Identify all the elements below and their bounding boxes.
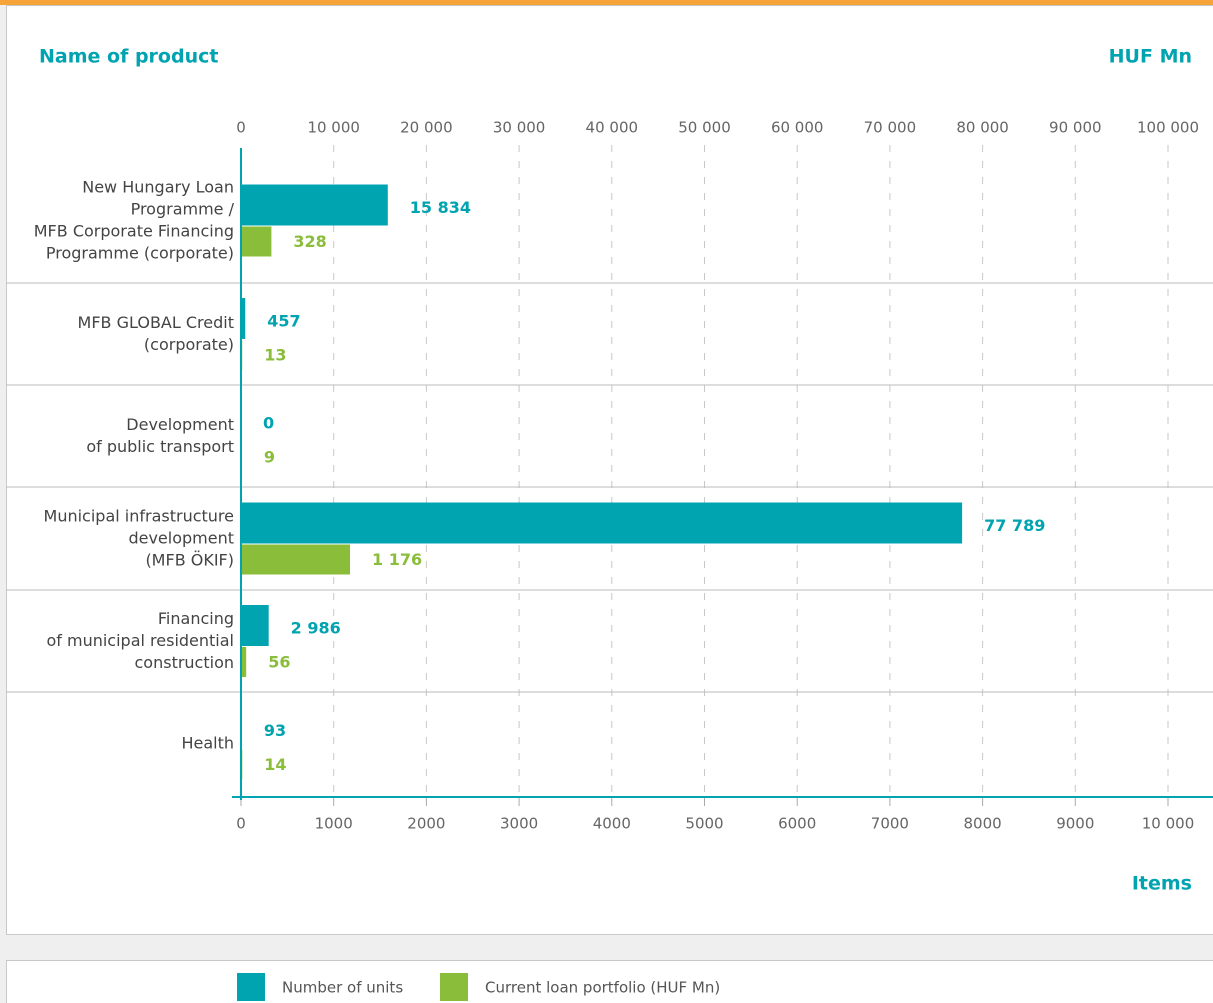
bar	[241, 544, 351, 575]
x2-tick-label: 9000	[1056, 815, 1094, 833]
x-tick-label: 70 000	[864, 119, 917, 137]
legend-swatch	[440, 973, 468, 1001]
x2-tick-label: 10 000	[1142, 815, 1195, 833]
category-line: Financing	[158, 609, 234, 628]
x-tick-label: 0	[236, 119, 246, 137]
category-label: Municipal infrastructure development (MFB …	[44, 506, 234, 569]
bar	[241, 502, 963, 544]
category-line: Development	[126, 415, 234, 434]
x2-tick-label: 6000	[778, 815, 816, 833]
x2-axis-title: Items	[1132, 873, 1192, 895]
x-tick-label: 40 000	[586, 119, 639, 137]
bar	[241, 298, 246, 339]
chart-panel	[6, 5, 1213, 935]
legend-swatch	[237, 973, 265, 1001]
x-tick-label: 60 000	[771, 119, 824, 137]
category-line: New Hungary Loan	[82, 177, 234, 196]
category-label: Financing of municipal residential constru…	[46, 609, 234, 672]
category-label: Health	[181, 733, 234, 752]
bar	[241, 184, 388, 226]
bar	[241, 226, 272, 257]
category-line: Programme (corporate)	[46, 243, 234, 262]
value-label: 56	[268, 653, 290, 672]
category-line: of municipal residential	[46, 631, 234, 650]
value-label: 9	[264, 448, 275, 467]
category-line: development	[128, 528, 234, 547]
value-label: 13	[264, 346, 286, 365]
x-tick-label: 50 000	[678, 119, 731, 137]
value-label: 77 789	[984, 516, 1045, 535]
category-line: (corporate)	[144, 335, 234, 354]
x2-tick-label: 7000	[871, 815, 909, 833]
top-border	[0, 0, 1213, 5]
value-label: 14	[264, 755, 286, 774]
value-label: 457	[267, 312, 300, 331]
x2-tick-label: 5000	[685, 815, 723, 833]
value-label: 328	[293, 232, 326, 251]
category-line: (MFB ÖKIF)	[145, 550, 234, 569]
value-label: 15 834	[410, 198, 471, 217]
category-label: New Hungary Loan Programme / MFB Corporate…	[34, 177, 235, 262]
value-label: 93	[264, 721, 286, 740]
category-line: MFB Corporate Financing	[34, 221, 234, 240]
x-tick-label: 90 000	[1049, 119, 1102, 137]
category-line: of public transport	[86, 437, 234, 456]
category-line: Health	[181, 733, 234, 752]
value-label: 2 986	[291, 619, 341, 638]
value-label: 1 176	[372, 550, 422, 569]
category-line: Municipal infrastructure	[44, 506, 234, 525]
category-label: Development of public transport	[86, 415, 234, 456]
x2-tick-label: 3000	[500, 815, 538, 833]
x2-tick-label: 2000	[407, 815, 445, 833]
x2-tick-label: 1000	[315, 815, 353, 833]
legend-label: Current loan portfolio (HUF Mn)	[485, 979, 720, 997]
value-label: 0	[263, 414, 274, 433]
y-axis-title: Name of product	[39, 46, 218, 68]
x-tick-label: 100 000	[1137, 119, 1199, 137]
x-tick-label: 10 000	[307, 119, 360, 137]
legend-panel	[6, 960, 1213, 1003]
x2-tick-label: 0	[236, 815, 246, 833]
bar	[241, 647, 247, 677]
x-tick-label: 80 000	[956, 119, 1009, 137]
category-line: construction	[135, 653, 235, 672]
x-axis-title: HUF Mn	[1109, 46, 1192, 68]
legend-label: Number of units	[282, 979, 403, 997]
x-tick-label: 20 000	[400, 119, 453, 137]
x2-tick-label: 4000	[593, 815, 631, 833]
x-tick-label: 30 000	[493, 119, 546, 137]
bar	[241, 605, 269, 646]
category-label: MFB GLOBAL Credit (corporate)	[78, 313, 234, 354]
x2-tick-label: 8000	[964, 815, 1002, 833]
category-line: MFB GLOBAL Credit	[78, 313, 234, 332]
category-line: Programme /	[131, 199, 235, 218]
